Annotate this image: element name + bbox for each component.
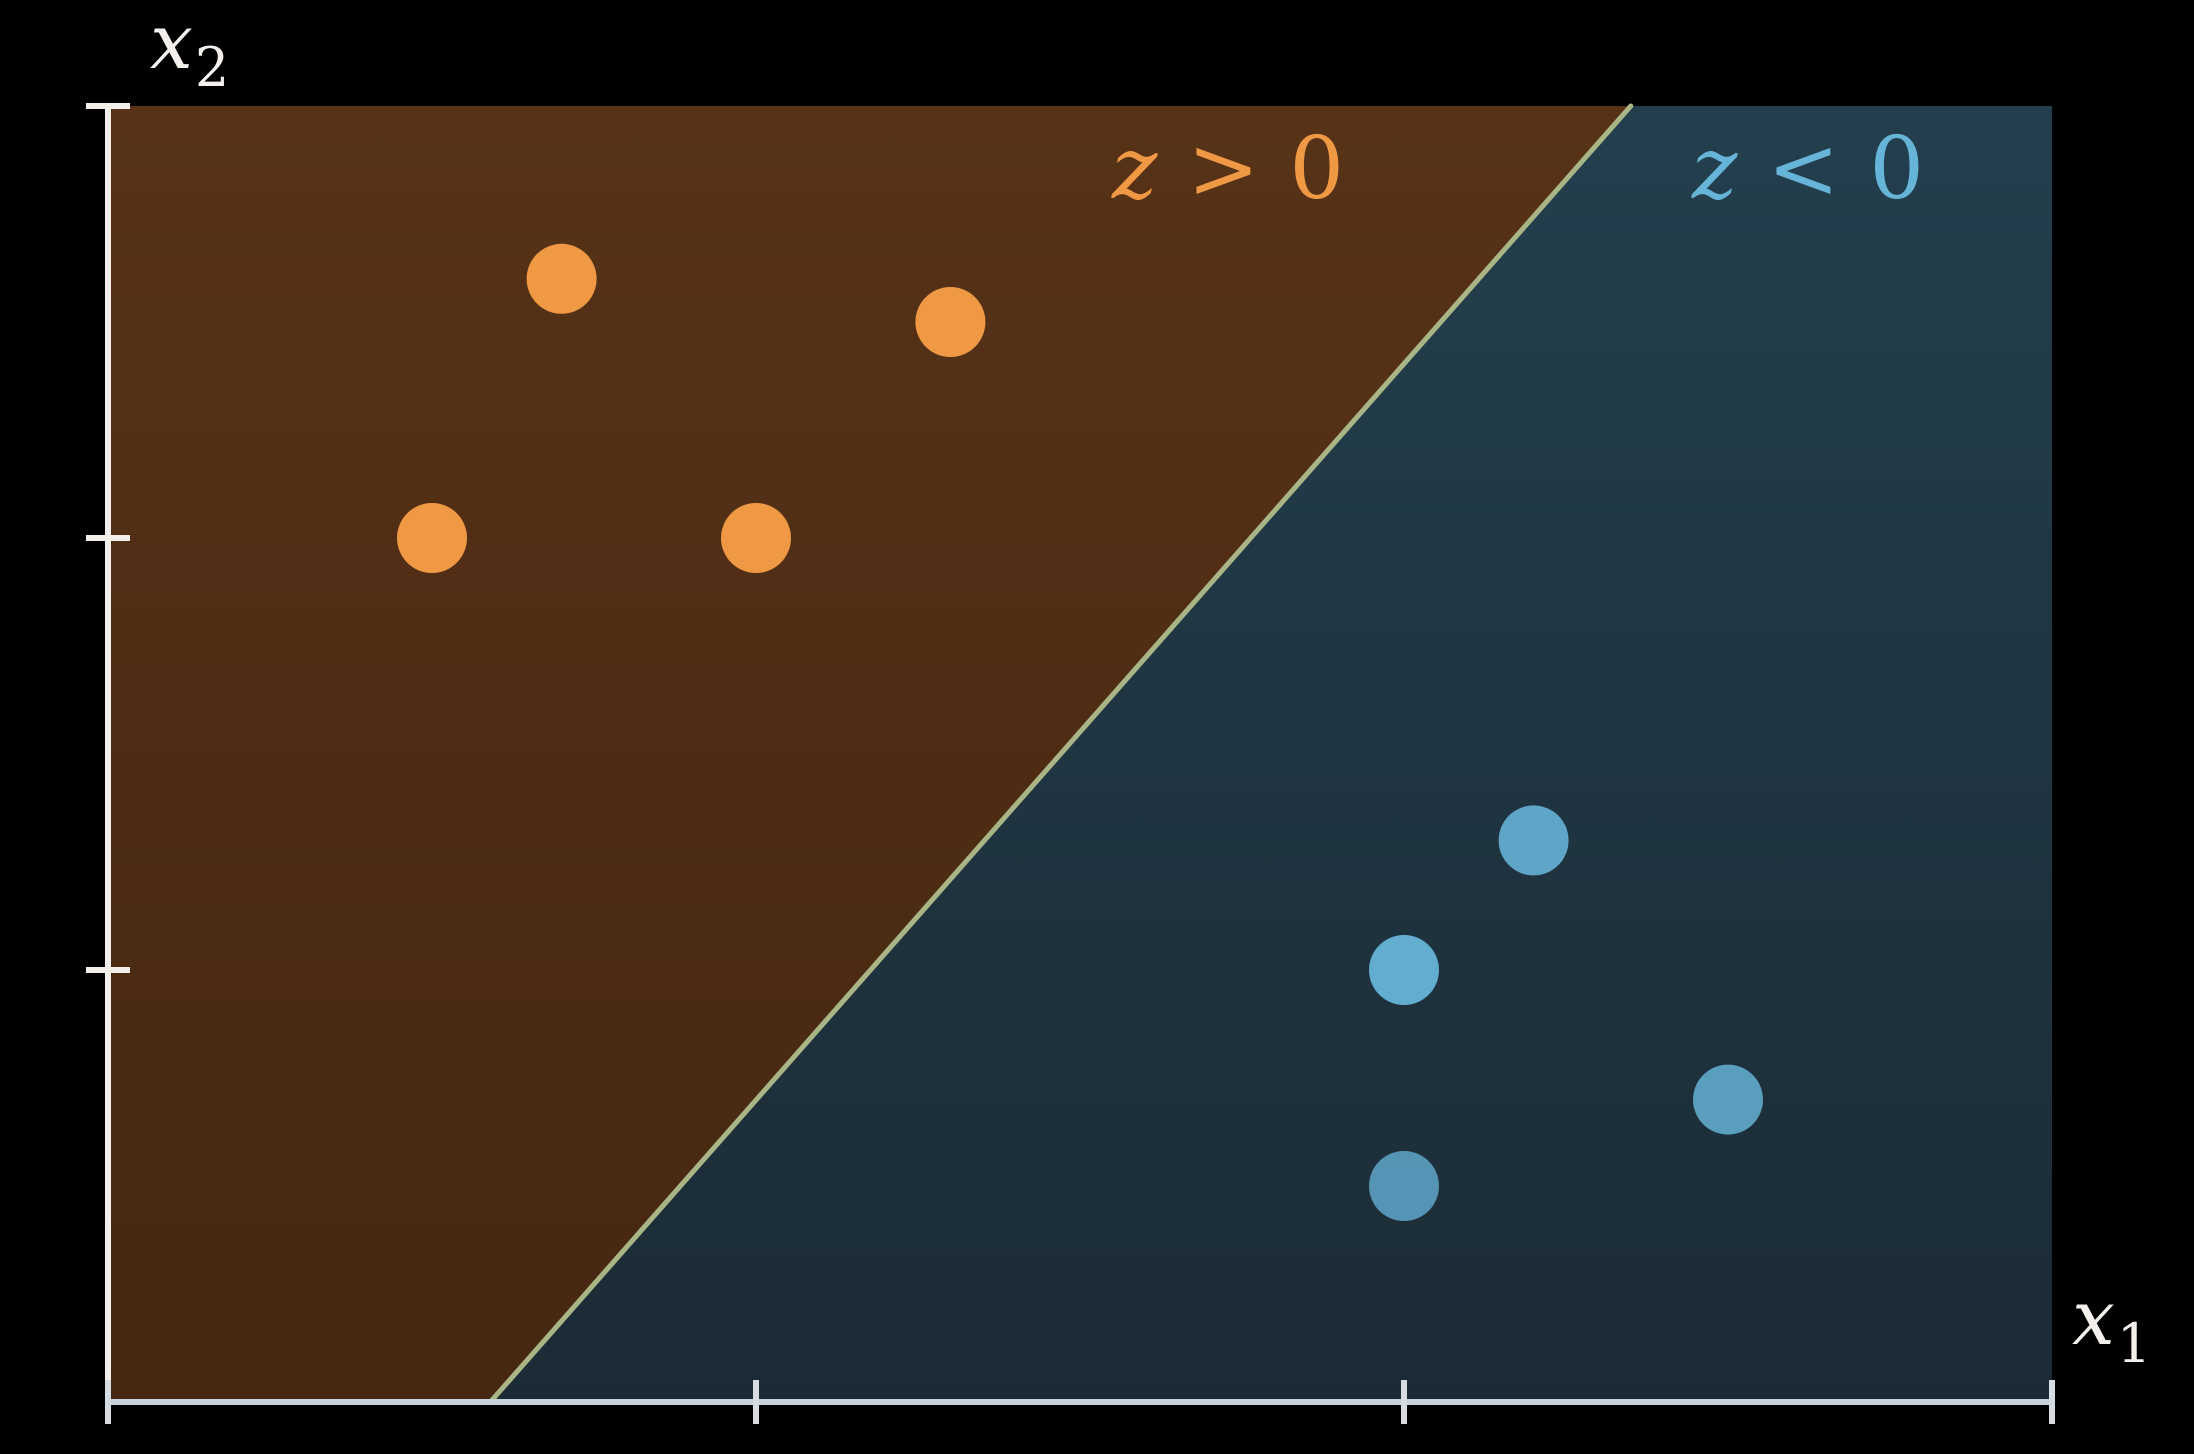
region-negative-label-var: z [1691,119,1738,219]
data-point-series-0-2 [721,503,791,573]
data-point-series-1-0 [1369,935,1439,1005]
regions-layer [108,106,2052,1402]
data-point-series-0-3 [915,287,986,357]
y-axis-label: x2 [150,0,229,99]
decision-boundary-line [487,103,1634,1405]
region-positive-label-var: z [1111,119,1158,219]
region-negative-label: z <0 [1691,119,1924,219]
y-axis-label-sub: 2 [195,36,229,99]
data-point-series-1-3 [1369,1151,1439,1221]
data-point-series-0-0 [397,503,467,573]
region-positive-label-val: 0 [1289,119,1344,219]
axes [86,103,2055,1424]
y-axis-label-var: x [150,0,193,86]
data-points [397,243,1763,1221]
x-axis-ticks [105,1380,2055,1424]
data-point-series-1-1 [1498,805,1569,876]
y-axis-ticks [86,103,130,973]
region-positive [108,106,1631,1402]
x-axis-label: x1 [2072,1273,2151,1375]
region-negative-label-val: 0 [1869,119,1924,219]
x-axis-label-var: x [2072,1273,2115,1362]
region-positive-label-op: > [1187,119,1259,219]
data-point-series-1-2 [1693,1064,1763,1135]
x-axis-label-sub: 1 [2117,1312,2151,1375]
region-negative-label-op: < [1767,119,1839,219]
data-point-series-0-1 [526,243,597,314]
region-negative [490,106,2052,1402]
region-positive-label: z >0 [1111,119,1344,219]
